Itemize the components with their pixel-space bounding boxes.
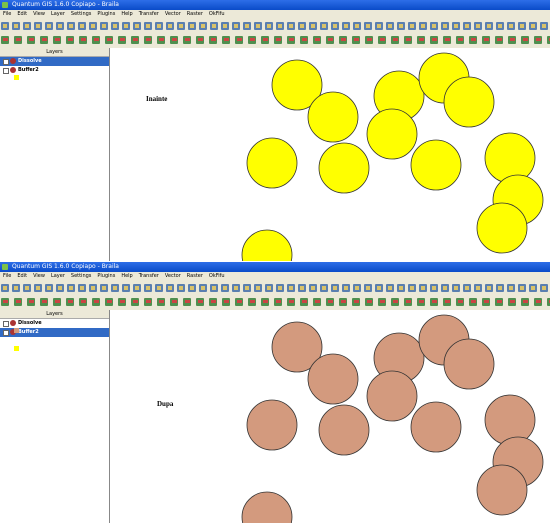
layer-item[interactable]: Dissolve <box>0 319 109 328</box>
window-title: Quantum GIS 1.6.0 Copiapo - Braila <box>12 263 119 270</box>
qgis-window: Quantum GIS 1.6.0 Copiapo - Braila File E… <box>0 262 550 523</box>
map-canvas[interactable]: Dupa <box>110 310 550 523</box>
title-bar: Quantum GIS 1.6.0 Copiapo - Braila <box>0 0 550 10</box>
menu-bar: File Edit View Layer Settings Plugins Help Tran… <box>0 10 550 19</box>
layer-item[interactable]: Buffer2 <box>0 66 109 75</box>
menu-item[interactable]: File <box>3 11 12 17</box>
map-label: Dupa <box>157 400 174 408</box>
menu-item[interactable]: Help <box>121 273 133 279</box>
layer-name: Buffer2 <box>18 329 39 335</box>
menu-item[interactable]: Layer <box>50 273 65 279</box>
layer-item[interactable]: Buffer2 <box>0 328 109 337</box>
title-bar: Quantum GIS 1.6.0 Copiapo - Braila <box>0 262 550 272</box>
menu-item[interactable]: Edit <box>17 11 28 17</box>
layer-name: Dissolve <box>18 320 42 326</box>
layers-panel: Layers Dissolve Buffer2 <box>0 310 110 523</box>
menu-item[interactable]: Plugins <box>97 273 116 279</box>
menu-item[interactable]: Plugins <box>97 11 116 17</box>
menu-item[interactable]: Settings <box>70 11 92 17</box>
menu-item[interactable]: Raster <box>186 11 203 17</box>
menu-item[interactable]: Vector <box>164 273 181 279</box>
qgis-window: Quantum GIS 1.6.0 Copiapo - Braila File E… <box>0 0 550 261</box>
window-title: Quantum GIS 1.6.0 Copiapo - Braila <box>12 1 119 8</box>
menu-item[interactable]: View <box>33 11 45 17</box>
menu-item[interactable]: OkFifu <box>208 273 225 279</box>
menu-item[interactable]: OkFifu <box>208 11 225 17</box>
menu-item[interactable]: Layer <box>50 11 65 17</box>
toolbar[interactable] <box>0 19 550 33</box>
legend-swatch <box>14 346 19 351</box>
menu-item[interactable]: Help <box>121 11 133 17</box>
toolbar[interactable] <box>0 281 550 295</box>
menu-item[interactable]: Raster <box>186 273 203 279</box>
menu-item[interactable]: Edit <box>17 273 28 279</box>
layer-item[interactable]: Dissolve <box>0 57 109 66</box>
menu-item[interactable]: File <box>3 273 12 279</box>
map-label: Inainte <box>146 95 168 103</box>
map-canvas[interactable]: Inainte <box>110 48 550 261</box>
layers-panel: Layers Dissolve Buffer2 <box>0 48 110 261</box>
menu-item[interactable]: Transfer <box>138 11 159 17</box>
map-features <box>241 314 544 523</box>
panel-title: Layers <box>0 310 109 319</box>
legend-swatch <box>14 328 19 333</box>
menu-item[interactable]: Transfer <box>138 273 159 279</box>
map-features <box>241 52 544 261</box>
legend-swatch <box>14 75 19 80</box>
menu-item[interactable]: Settings <box>70 273 92 279</box>
layer-name: Dissolve <box>18 58 42 64</box>
panel-title: Layers <box>0 48 109 57</box>
menu-item[interactable]: Vector <box>164 11 181 17</box>
layer-name: Buffer2 <box>18 67 39 73</box>
toolbar[interactable] <box>0 33 550 47</box>
menu-bar: File Edit View Layer Settings Plugins Help Tran… <box>0 272 550 281</box>
menu-item[interactable]: View <box>33 273 45 279</box>
toolbar[interactable] <box>0 295 550 309</box>
